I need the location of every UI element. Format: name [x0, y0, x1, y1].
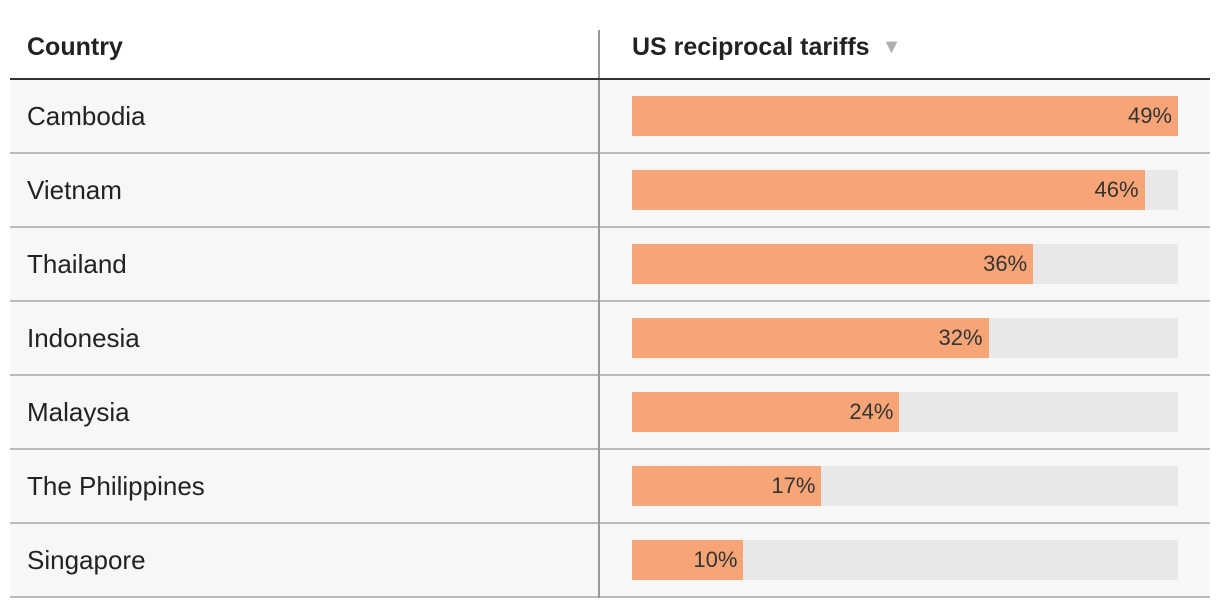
bar-track: 17%	[632, 466, 1178, 506]
tariff-value-label: 17%	[771, 473, 816, 498]
tariff-value-label: 49%	[1127, 103, 1172, 128]
tariff-value-label: 46%	[1094, 177, 1139, 202]
bar-track: 32%	[632, 318, 1178, 358]
bar-track: 24%	[632, 392, 1178, 432]
table-row: Vietnam 46%	[10, 154, 1210, 228]
table-row: Malaysia 24%	[10, 376, 1210, 450]
tariff-value-label: 36%	[983, 251, 1028, 276]
country-name: Thailand	[27, 249, 127, 279]
tariff-bar: 24%	[632, 392, 900, 432]
bar-track: 36%	[632, 244, 1178, 284]
table-row: Indonesia 32%	[10, 302, 1210, 376]
tariff-value-label: 10%	[693, 547, 738, 572]
tariff-bar: 46%	[632, 170, 1145, 210]
tariff-bar: 49%	[632, 96, 1178, 136]
table-body: Cambodia 49% Vietnam 46% Thailand 36% Indonesi…	[10, 80, 1210, 598]
country-name: Singapore	[27, 545, 146, 575]
column-divider	[598, 154, 600, 228]
table-row: Thailand 36%	[10, 228, 1210, 302]
country-name: Malaysia	[27, 397, 130, 427]
tariff-value-label: 24%	[849, 399, 894, 424]
country-name: Vietnam	[27, 175, 122, 205]
country-column-header[interactable]: Country	[27, 33, 123, 61]
tariffs-column-header-label: US reciprocal tariffs	[632, 33, 870, 61]
tariff-table: Country US reciprocal tariffs ▼ Cambodia 4…	[10, 0, 1210, 598]
bar-track: 46%	[632, 170, 1178, 210]
tariff-value-label: 32%	[938, 325, 983, 350]
table-header: Country US reciprocal tariffs ▼	[10, 0, 1210, 80]
column-divider	[598, 30, 600, 78]
tariff-bar: 10%	[632, 540, 744, 580]
tariff-bar: 17%	[632, 466, 822, 506]
column-divider	[598, 376, 600, 450]
table-row: Singapore 10%	[10, 524, 1210, 598]
tariff-bar: 36%	[632, 244, 1034, 284]
column-divider	[598, 302, 600, 376]
bar-track: 10%	[632, 540, 1178, 580]
tariff-bar: 32%	[632, 318, 989, 358]
country-name: The Philippines	[27, 471, 205, 501]
table-row: The Philippines 17%	[10, 450, 1210, 524]
table-row: Cambodia 49%	[10, 80, 1210, 154]
column-divider	[598, 80, 600, 154]
country-name: Indonesia	[27, 323, 140, 353]
column-divider	[598, 524, 600, 598]
column-divider	[598, 450, 600, 524]
sort-descending-icon[interactable]: ▼	[881, 36, 902, 58]
bar-track: 49%	[632, 96, 1178, 136]
column-divider	[598, 228, 600, 302]
tariffs-column-header[interactable]: US reciprocal tariffs ▼	[632, 33, 901, 62]
country-name: Cambodia	[27, 101, 146, 131]
